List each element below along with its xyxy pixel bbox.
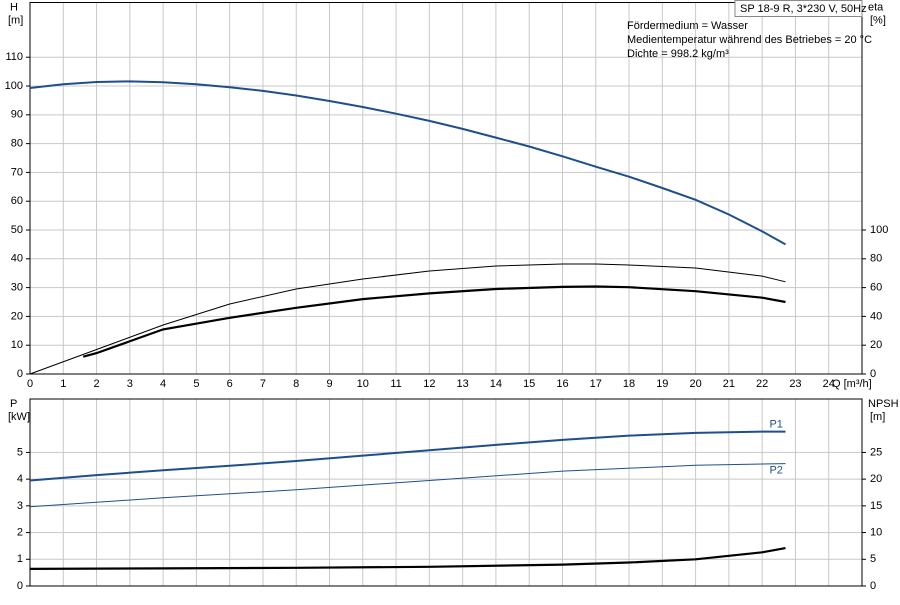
y2-tick-label: 0 — [870, 580, 876, 592]
y2-tick-label: 100 — [870, 224, 888, 236]
y-axis-unit: [m] — [8, 14, 23, 26]
y-tick-label: 3 — [17, 500, 23, 512]
plot-frame — [29, 2, 863, 375]
y-tick-label: 0 — [17, 368, 23, 380]
data-line — [29, 263, 786, 375]
y2-tick-label: 20 — [870, 339, 882, 351]
x-tick-label: 21 — [723, 378, 735, 390]
y-tick-label: 30 — [11, 282, 23, 294]
x-tick-label: 3 — [127, 378, 133, 390]
x-tick-label: 20 — [689, 378, 701, 390]
x-tick-label: 17 — [590, 378, 602, 390]
x-tick-label: 11 — [390, 378, 401, 390]
data-line — [29, 547, 786, 570]
y2-tick-label: 40 — [870, 310, 882, 322]
x-tick-label: 5 — [193, 378, 199, 390]
x-tick-label: 18 — [623, 378, 635, 390]
y2-tick-label: 25 — [870, 446, 882, 458]
y2-tick-label: 10 — [870, 526, 882, 538]
series-label: P2 — [769, 465, 782, 477]
y-tick-label: 5 — [17, 446, 23, 458]
x-tick-label: 7 — [260, 378, 266, 390]
annotation: Fördermedium = Wasser — [627, 20, 748, 32]
y-tick-label: 0 — [17, 580, 23, 592]
y-tick-label: 40 — [11, 253, 23, 265]
y2-axis-unit: [%] — [870, 14, 886, 26]
x-tick-label: 24 — [823, 378, 835, 390]
data-line — [29, 430, 786, 482]
x-axis-label: Q [m³/h] — [832, 378, 872, 390]
y-tick-label: 100 — [5, 80, 23, 92]
y2-tick-label: 80 — [870, 253, 882, 265]
y2-tick-label: 15 — [870, 500, 882, 512]
y-tick-label: 2 — [17, 526, 23, 538]
x-tick-label: 9 — [326, 378, 332, 390]
x-tick-label: 12 — [423, 378, 435, 390]
y-tick-label: 10 — [11, 339, 23, 351]
x-tick-label: 14 — [490, 378, 502, 390]
y-axis-label: P — [10, 398, 17, 410]
data-line — [29, 463, 786, 508]
y2-tick-label: 20 — [870, 473, 882, 485]
data-line — [29, 80, 786, 246]
y2-tick-label: 0 — [870, 368, 876, 380]
y2-axis-label: NPSH — [868, 398, 899, 410]
x-tick-label: 22 — [756, 378, 768, 390]
annotation: Dichte = 998.2 kg/m³ — [627, 48, 729, 60]
chart-title: SP 18-9 R, 3*230 V, 50Hz — [740, 3, 867, 15]
x-tick-label: 2 — [93, 378, 99, 390]
y-tick-label: 90 — [11, 109, 23, 121]
y-tick-label: 60 — [11, 195, 23, 207]
y-tick-label: 4 — [17, 473, 23, 485]
title-box — [734, 0, 863, 17]
x-tick-label: 13 — [457, 378, 469, 390]
y2-tick-label: 60 — [870, 282, 882, 294]
x-tick-label: 23 — [789, 378, 801, 390]
x-tick-label: 4 — [160, 378, 166, 390]
annotation: Medientemperatur während des Betriebes =… — [627, 34, 872, 46]
x-tick-label: 0 — [27, 378, 33, 390]
y-axis-label: H — [10, 1, 18, 13]
series-label: P1 — [769, 418, 782, 430]
x-tick-label: 15 — [523, 378, 535, 390]
y-tick-label: 80 — [11, 138, 23, 150]
x-tick-label: 6 — [227, 378, 233, 390]
x-tick-label: 8 — [293, 378, 299, 390]
x-tick-label: 16 — [556, 378, 568, 390]
plot-frame — [29, 398, 863, 587]
data-line — [82, 285, 786, 358]
y-axis-unit: [kW] — [8, 411, 30, 423]
y-tick-label: 20 — [11, 310, 23, 322]
y2-axis-label: eta — [868, 1, 884, 13]
y-tick-label: 110 — [5, 51, 23, 63]
x-tick-label: 19 — [656, 378, 668, 390]
y-tick-label: 70 — [11, 166, 23, 178]
y2-tick-label: 5 — [870, 553, 876, 565]
y-tick-label: 1 — [17, 553, 23, 565]
y2-axis-unit: [m] — [870, 411, 885, 423]
x-tick-label: 10 — [357, 378, 369, 390]
y-tick-label: 50 — [11, 224, 23, 236]
x-tick-label: 1 — [60, 378, 66, 390]
